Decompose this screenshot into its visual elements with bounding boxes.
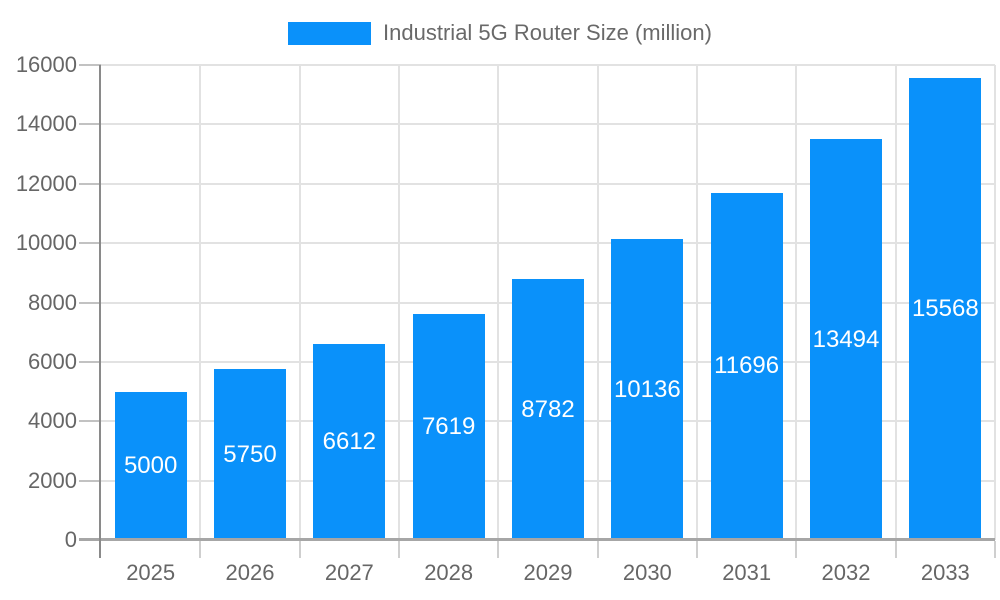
bar-value-label: 6612 [322,427,377,455]
bar-value-label: 13494 [812,325,880,353]
bar-value-label: 8782 [521,395,575,423]
x-gridline [497,65,500,540]
y-axis-tick-label: 6000 [28,348,77,374]
bar: 5750 [214,369,286,540]
y-axis-tick-label: 10000 [15,230,77,256]
y-axis-tick [79,64,101,66]
x-gridline [596,65,599,540]
y-axis-tick [79,360,101,363]
bar-value-label: 15568 [911,294,979,322]
x-axis-tick-label: 2031 [722,560,772,585]
bar-value-label: 5000 [123,451,178,479]
x-gridline [994,65,996,540]
x-axis-tick [994,541,996,558]
x-axis-tick [398,541,400,558]
x-axis-tick [298,541,301,558]
y-axis-tick-label: 14000 [15,111,77,137]
x-axis-tick-label: 2026 [225,560,275,585]
bar: 5000 [114,391,187,540]
y-axis-tick [79,301,101,304]
x-axis-tick-label: 2028 [424,560,474,585]
x-gridline [795,65,798,540]
x-axis-tick [497,541,500,558]
bar: 6612 [313,343,386,540]
bar: 7619 [412,313,485,540]
x-axis-tick [795,541,798,558]
y-axis-tick-label: 8000 [28,289,77,315]
y-axis-tick-label: 2000 [28,467,77,493]
y-axis-line [99,65,101,558]
legend-color-swatch [288,21,372,45]
x-gridline [199,65,202,540]
x-gridline [696,65,698,540]
x-axis-tick-label: 2030 [622,560,672,585]
y-gridline [101,182,995,185]
x-gridline [298,65,301,540]
bar: 11696 [710,192,783,540]
y-axis-tick-label: 4000 [28,408,77,434]
x-axis-tick-label: 2025 [126,560,176,585]
x-axis-tick [894,541,897,558]
bar-value-label: 5750 [223,440,277,468]
bar: 13494 [810,139,882,540]
bar: 10136 [611,239,684,540]
y-axis-tick-label: 12000 [15,170,77,196]
bar: 15568 [909,77,982,540]
y-axis-tick [79,182,101,185]
x-axis-tick [696,541,698,558]
x-gridline [398,65,400,540]
y-axis-tick [79,479,101,482]
legend: Industrial 5G Router Size (million) [0,20,1000,46]
y-axis-tick-label: 0 [64,527,77,552]
y-axis-tick [79,420,101,423]
y-axis-tick [79,123,101,126]
bar-value-label: 10136 [613,375,681,403]
bar-value-label: 11696 [714,352,780,380]
x-axis-tick-label: 2032 [821,560,871,585]
bar: 8782 [512,279,584,540]
x-axis-tick [199,541,202,558]
y-axis-tick-label: 16000 [15,52,77,77]
x-axis-tick-label: 2033 [920,560,970,585]
y-axis-tick [79,242,101,245]
x-axis-line [79,538,995,541]
x-gridline [894,65,897,540]
y-gridline [101,64,995,66]
x-axis-tick-label: 2027 [324,560,374,585]
x-axis-tick [596,541,599,558]
y-gridline [101,123,995,126]
bar-value-label: 7619 [421,412,476,440]
x-axis-tick-label: 2029 [523,560,573,585]
legend-series-label: Industrial 5G Router Size (million) [383,20,712,45]
y-gridline [101,242,995,245]
